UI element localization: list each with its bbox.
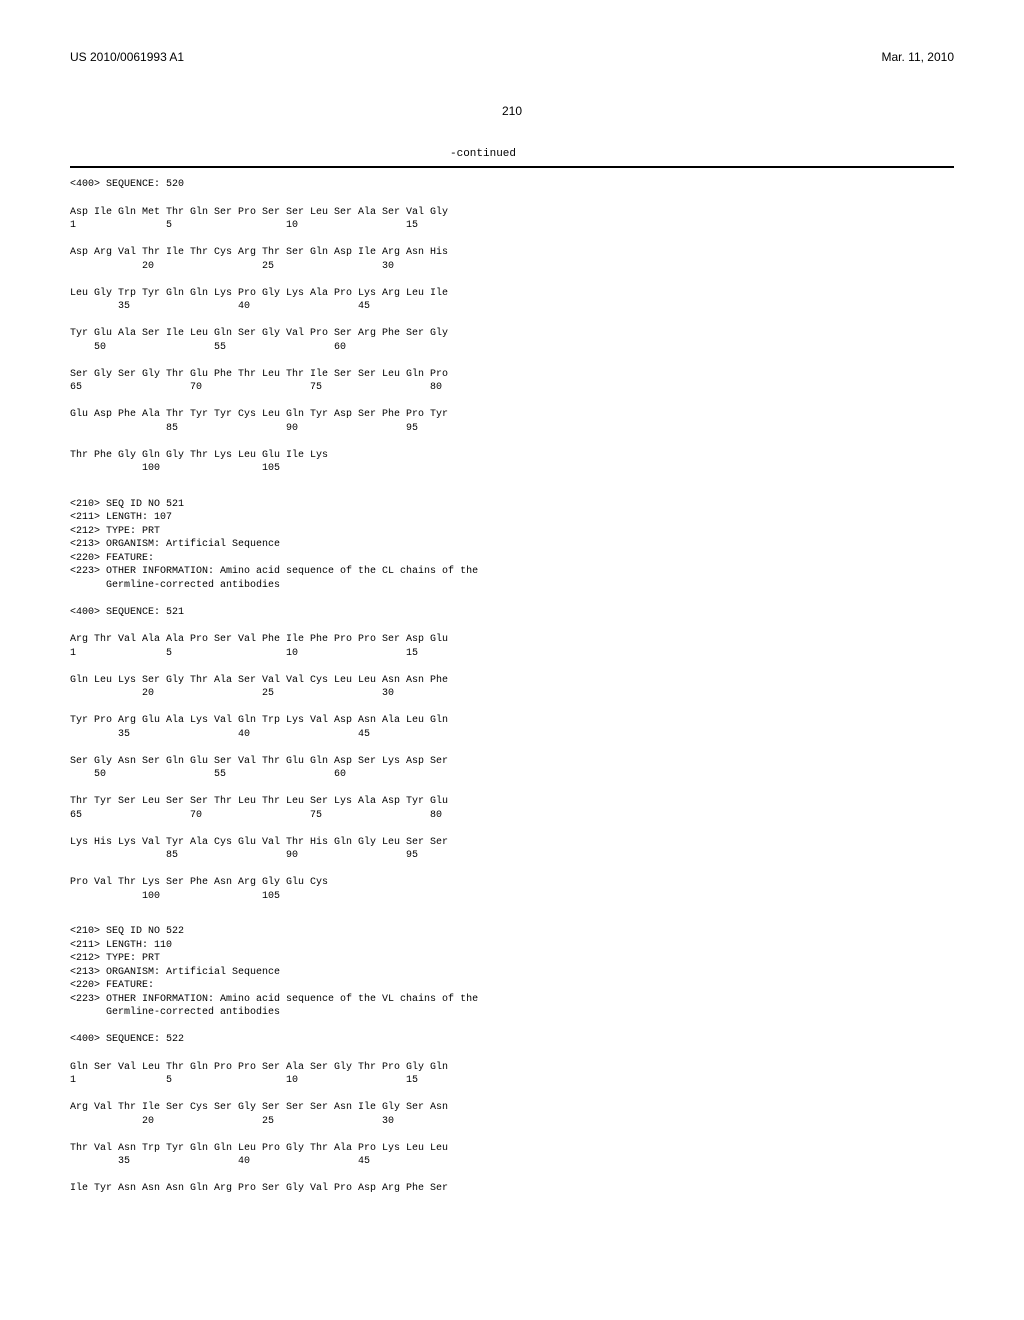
page-number: 210 <box>70 104 954 118</box>
sequence-metadata: <210> SEQ ID NO 521 <211> LENGTH: 107 <2… <box>70 498 954 620</box>
sequence-residues: Asp Ile Gln Met Thr Gln Ser Pro Ser Ser … <box>70 206 954 476</box>
publication-number: US 2010/0061993 A1 <box>70 50 184 64</box>
sequence-listing: <400> SEQUENCE: 520 Asp Ile Gln Met Thr G… <box>70 178 954 1196</box>
page-header: US 2010/0061993 A1 Mar. 11, 2010 <box>70 50 954 64</box>
sequence-residues: Gln Ser Val Leu Thr Gln Pro Pro Ser Ala … <box>70 1061 954 1196</box>
publication-date: Mar. 11, 2010 <box>882 50 955 64</box>
divider <box>70 166 954 168</box>
sequence-metadata: <210> SEQ ID NO 522 <211> LENGTH: 110 <2… <box>70 925 954 1047</box>
continued-label: -continued <box>70 148 954 160</box>
sequence-metadata: <400> SEQUENCE: 520 <box>70 178 954 192</box>
sequence-residues: Arg Thr Val Ala Ala Pro Ser Val Phe Ile … <box>70 633 954 903</box>
